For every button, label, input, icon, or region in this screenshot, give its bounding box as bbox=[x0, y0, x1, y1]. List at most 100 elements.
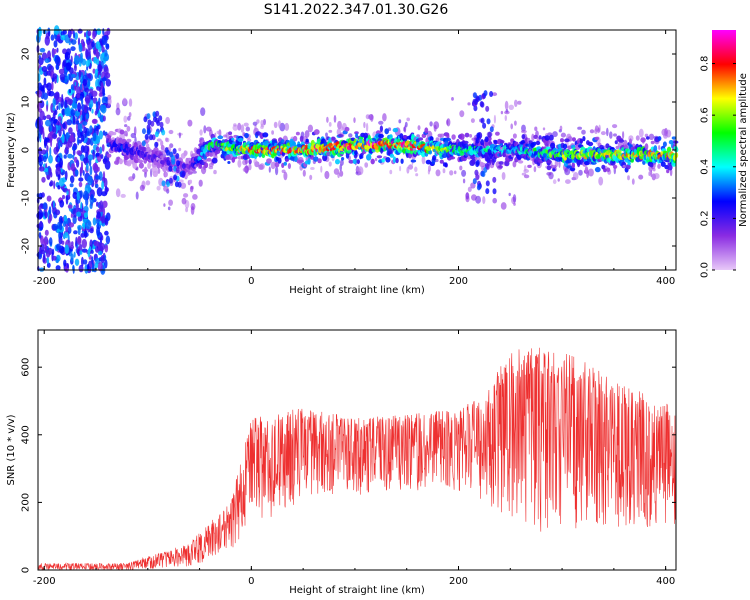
ridge-dot bbox=[310, 154, 315, 160]
noise-dot bbox=[71, 145, 77, 151]
noise-dot bbox=[94, 68, 98, 77]
noise-dot bbox=[68, 89, 72, 94]
ridge-dot bbox=[227, 161, 231, 164]
noise-dot bbox=[89, 165, 93, 176]
noise-dot bbox=[53, 48, 57, 54]
noise-dot bbox=[44, 167, 49, 173]
scatter-dot bbox=[237, 122, 242, 131]
noise-dot bbox=[78, 177, 84, 182]
noise-dot bbox=[87, 175, 93, 186]
spike-dot bbox=[154, 141, 159, 148]
ridge-dot bbox=[339, 151, 345, 155]
ridge-dot bbox=[471, 158, 476, 165]
ridge-dot bbox=[355, 133, 359, 139]
noise-dot bbox=[57, 116, 62, 122]
ridge-dot bbox=[594, 166, 601, 173]
spectrogram-x-axis-label: Height of straight line (km) bbox=[289, 285, 425, 296]
scatter-dot bbox=[364, 162, 369, 168]
noise-dot bbox=[76, 191, 81, 201]
scatter-dot bbox=[442, 168, 446, 174]
noise-dot bbox=[67, 153, 73, 159]
ridge-dot bbox=[217, 135, 224, 140]
spike-dot bbox=[476, 184, 481, 191]
noise-dot bbox=[44, 229, 49, 236]
ridge-dot bbox=[305, 138, 309, 143]
noise-dot bbox=[64, 149, 67, 154]
noise-dot bbox=[77, 225, 81, 236]
scatter-dot bbox=[192, 194, 198, 200]
ridge-dot bbox=[650, 140, 655, 145]
noise-dot bbox=[94, 262, 99, 269]
noise-dot bbox=[43, 92, 48, 100]
noise-dot bbox=[104, 185, 108, 195]
noise-dot bbox=[82, 222, 86, 230]
noise-dot bbox=[57, 185, 61, 190]
spectrogram-y-tick-label: 10 bbox=[21, 96, 32, 109]
scatter-dot bbox=[449, 170, 454, 176]
ridge-dot bbox=[287, 163, 291, 169]
noise-dot bbox=[44, 58, 50, 64]
spectrogram-x-tick-label: 0 bbox=[248, 276, 254, 287]
spike-dot bbox=[166, 159, 171, 166]
ridge-dot bbox=[317, 158, 322, 164]
noise-dot bbox=[64, 170, 68, 181]
ridge-dot bbox=[335, 159, 340, 165]
scatter-dot bbox=[355, 167, 361, 172]
spike-dot bbox=[475, 161, 480, 168]
ridge-dot bbox=[493, 140, 498, 145]
scatter-dot bbox=[130, 132, 136, 139]
scatter-dot bbox=[187, 119, 193, 127]
scatter-dot bbox=[552, 131, 558, 138]
scatter-dot bbox=[125, 133, 128, 137]
scatter-dot bbox=[514, 120, 517, 126]
scatter-dot bbox=[189, 186, 194, 193]
spike-dot bbox=[158, 115, 163, 122]
noise-dot bbox=[59, 177, 65, 187]
scatter-dot bbox=[340, 159, 344, 166]
ridge-dot bbox=[187, 171, 193, 175]
scatter-dot bbox=[128, 176, 135, 182]
ridge-dot bbox=[517, 160, 524, 164]
scatter-dot bbox=[242, 167, 248, 172]
noise-dot bbox=[67, 226, 72, 234]
noise-dot bbox=[92, 132, 97, 142]
noise-dot bbox=[45, 249, 51, 258]
ridge-dot bbox=[381, 158, 385, 163]
scatter-dot bbox=[240, 124, 245, 133]
ridge-dot bbox=[428, 150, 433, 155]
scatter-dot bbox=[115, 188, 121, 198]
noise-dot bbox=[95, 41, 101, 50]
ridge-dot bbox=[164, 171, 168, 177]
snr-x-axis-label: Height of straight line (km) bbox=[289, 585, 425, 596]
noise-dot bbox=[76, 120, 80, 125]
scatter-dot bbox=[133, 126, 137, 136]
colorbar-tick-label: 0.6 bbox=[700, 107, 711, 123]
colorbar-gradient bbox=[712, 30, 736, 270]
scatter-dot bbox=[198, 179, 203, 187]
noise-dot bbox=[73, 30, 75, 39]
ridge-dot bbox=[432, 155, 437, 161]
noise-dot bbox=[55, 166, 61, 177]
scatter-dot bbox=[284, 122, 290, 131]
scatter-dot bbox=[653, 173, 660, 180]
noise-dot bbox=[70, 213, 73, 218]
noise-dot bbox=[87, 48, 91, 57]
ridge-dot bbox=[178, 147, 182, 152]
ridge-dot bbox=[532, 141, 537, 146]
noise-dot bbox=[42, 155, 47, 163]
noise-dot bbox=[67, 204, 73, 209]
spike-dot bbox=[489, 126, 494, 133]
scatter-dot bbox=[492, 197, 498, 204]
noise-dot bbox=[101, 77, 107, 82]
noise-dot bbox=[97, 244, 100, 253]
scatter-dot bbox=[304, 130, 310, 138]
noise-dot bbox=[72, 97, 77, 104]
noise-dot bbox=[100, 255, 105, 264]
noise-dot bbox=[83, 212, 88, 219]
scatter-dot bbox=[565, 179, 571, 185]
spike-dot bbox=[486, 118, 491, 125]
noise-dot bbox=[76, 159, 80, 168]
noise-dot bbox=[99, 146, 103, 155]
ridge-dot bbox=[459, 133, 465, 140]
noise-dot bbox=[96, 211, 101, 219]
